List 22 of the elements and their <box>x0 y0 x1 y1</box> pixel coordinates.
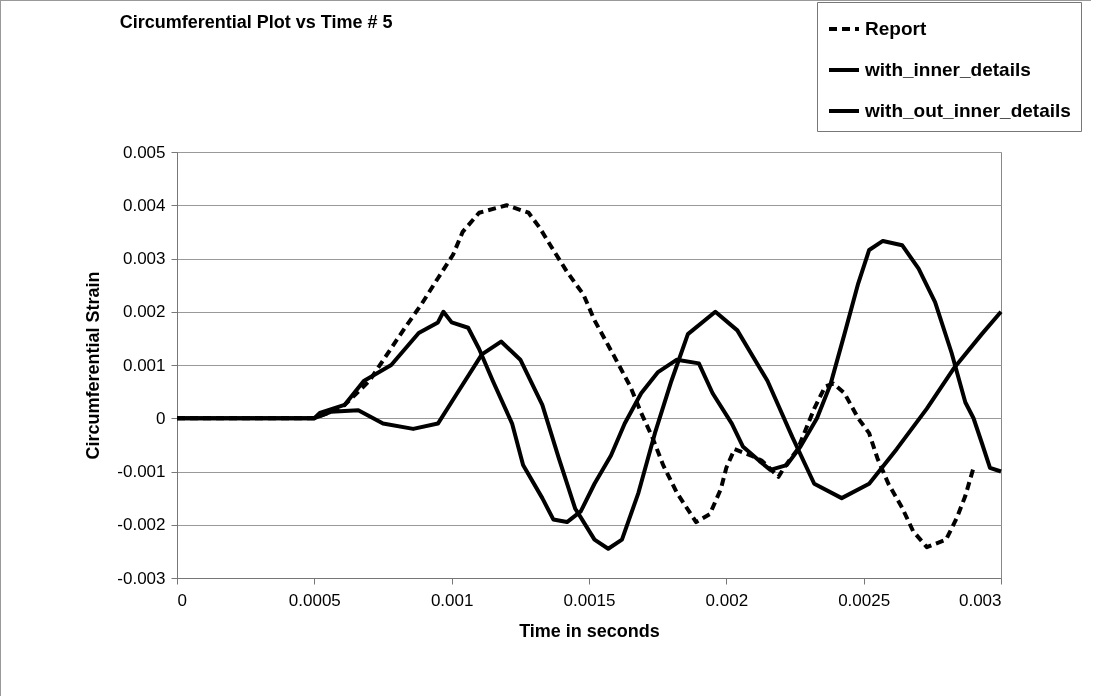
x-tick-label: 0.0005 <box>288 590 341 610</box>
y-tick-label: 0 <box>156 408 166 428</box>
y-tick-label: -0.002 <box>117 515 166 535</box>
x-axis-title: Time in seconds <box>519 620 660 641</box>
x-tick-label: 0.002 <box>705 590 749 610</box>
legend-label: with_inner_details <box>864 59 1031 80</box>
y-tick-label: 0.003 <box>122 249 166 268</box>
y-tick-label: -0.003 <box>117 568 166 588</box>
legend-label: Report <box>865 18 927 39</box>
y-tick-label: 0.002 <box>122 302 166 322</box>
y-tick-label: -0.001 <box>117 462 166 481</box>
x-tick-label: 0.0015 <box>563 590 616 610</box>
x-tick-label: 0.0025 <box>838 590 891 610</box>
chart-title: Circumferential Plot vs Time # 5 <box>119 11 393 32</box>
x-tick-label: 0 <box>177 590 187 610</box>
x-tick-label: 0.003 <box>958 590 1002 610</box>
y-tick-label: 0.001 <box>122 355 166 375</box>
x-tick-label: 0.001 <box>430 590 474 610</box>
y-tick-label: 0.004 <box>122 195 166 215</box>
y-tick-label: 0.005 <box>122 142 166 162</box>
y-axis-title: Circumferential Strain <box>83 271 104 460</box>
legend-label: with_out_inner_details <box>864 100 1071 121</box>
